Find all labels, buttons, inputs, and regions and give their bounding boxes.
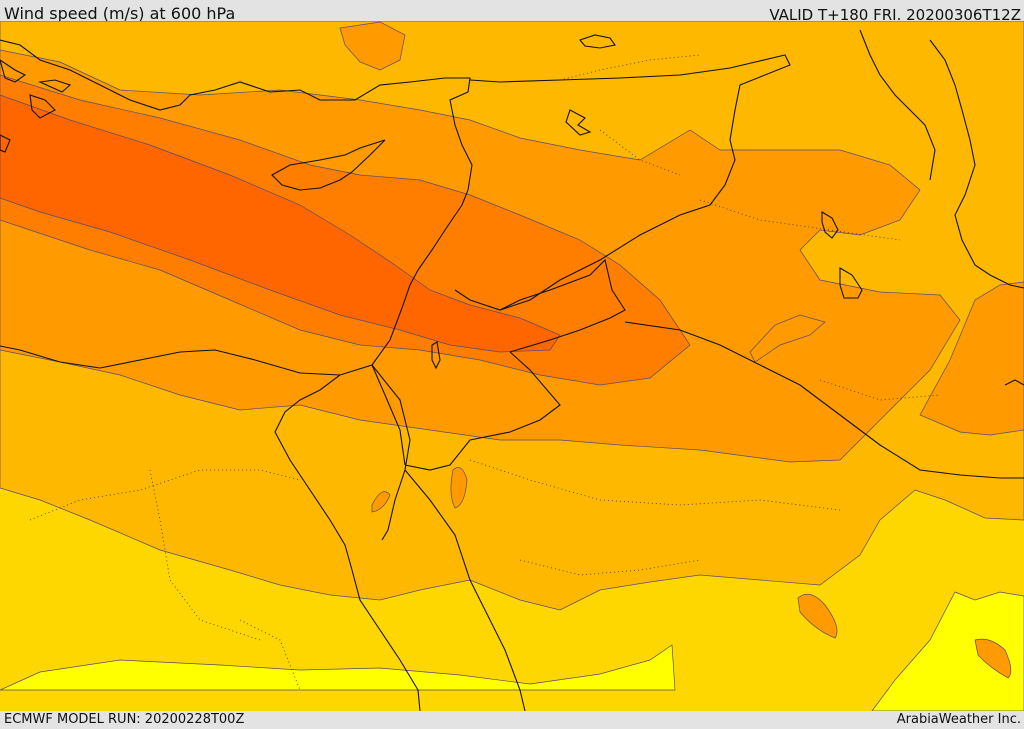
band-deep (0, 74, 691, 386)
map-canvas (0, 21, 1024, 711)
blob-redsea (371, 491, 391, 513)
country-borders (371, 29, 1024, 479)
map-title: Wind speed (m/s) at 600 hPa (4, 4, 236, 23)
band-lightest-south (0, 644, 676, 691)
province-boundaries (29, 54, 941, 691)
coastlines (0, 34, 1024, 711)
header-bar: Wind speed (m/s) at 600 hPa VALID T+180 … (0, 0, 1024, 24)
credit-label: ArabiaWeather Inc. (896, 712, 1021, 727)
blob-east-1 (749, 314, 826, 363)
blob-sinai (450, 467, 468, 509)
valid-time: VALID T+180 FRI. 20200306T12Z (769, 6, 1021, 24)
blob-north (339, 21, 406, 71)
blob-south (797, 593, 838, 639)
band-lightest-southeast (871, 591, 1024, 711)
footer-bar: ECMWF MODEL RUN: 20200228T00Z ArabiaWeat… (0, 711, 1024, 729)
blob-east-2 (919, 281, 1024, 436)
wind-speed-map (0, 21, 1024, 711)
model-run-label: ECMWF MODEL RUN: 20200228T00Z (4, 712, 245, 727)
blob-east-3 (974, 638, 1012, 679)
band-deepest (0, 94, 561, 353)
